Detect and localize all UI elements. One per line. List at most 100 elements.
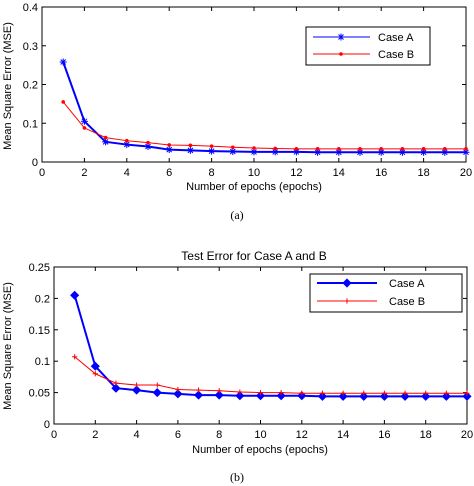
series-line-case-a-a — [62, 61, 466, 154]
point-case-b-a-9 — [231, 145, 235, 150]
y-tick-label-a-4: 0.4 — [23, 2, 38, 14]
legend-label-case-b-a: Case B — [378, 49, 414, 61]
point-case-a-b-13 — [317, 391, 328, 401]
point-case-b-a-17 — [400, 147, 405, 151]
point-case-b-b-18 — [423, 390, 429, 396]
legend-label-case-a-b: Case A — [389, 278, 425, 290]
point-case-a-b-18 — [421, 391, 431, 401]
point-case-a-b-5 — [152, 388, 162, 398]
x-tick-label-a-1: 2 — [81, 167, 87, 179]
legend-a: Case A Case B — [305, 26, 431, 66]
chart-a: 0 2 4 6 8 10 12 14 16 18 20 0 0.1 0.2 0.3 0.4 Number of… — [2, 2, 472, 222]
point-case-b-a-2 — [82, 126, 87, 130]
point-case-a-a-2 — [80, 117, 88, 125]
x-tick-label-a-4: 8 — [209, 167, 215, 179]
y-axis-label-a: Mean Square Error (MSE) — [2, 22, 14, 150]
point-case-a-b-15 — [359, 391, 369, 401]
x-tick-label-a-8: 16 — [375, 167, 387, 179]
point-case-a-a-7 — [186, 146, 194, 154]
point-case-b-a-14 — [337, 147, 341, 151]
point-case-b-a-11 — [273, 146, 278, 151]
point-case-b-b-17 — [402, 390, 408, 396]
point-case-a-a-1 — [59, 58, 67, 66]
point-case-a-b-20 — [462, 391, 472, 401]
x-tick-label-b-9: 18 — [420, 429, 432, 441]
point-case-b-b-2 — [92, 371, 98, 377]
point-case-a-a-17 — [398, 148, 406, 156]
point-case-b-a-16 — [379, 147, 384, 151]
point-case-b-b-5 — [154, 382, 160, 388]
y-tick-label-a-2: 0.2 — [23, 80, 38, 92]
legend-marker-case-b-a — [339, 52, 343, 56]
point-case-a-b-16 — [379, 391, 389, 401]
point-case-b-a-8 — [209, 144, 214, 148]
x-tick-label-b-10: 20 — [461, 429, 473, 441]
x-tick-label-b-6: 12 — [296, 429, 308, 441]
point-case-b-b-14 — [340, 390, 346, 396]
legend-marker-case-a-b — [342, 278, 352, 288]
x-tick-label-a-5: 10 — [248, 167, 260, 179]
point-case-a-b-11 — [276, 391, 286, 401]
point-case-b-a-10 — [252, 146, 256, 150]
point-case-b-b-9 — [237, 389, 243, 395]
point-case-a-b-10 — [255, 391, 266, 401]
point-case-b-b-11 — [278, 390, 284, 396]
point-case-b-a-4 — [125, 138, 129, 143]
x-tick-label-a-2: 4 — [124, 167, 130, 179]
point-case-a-b-1 — [70, 290, 80, 300]
series-line-case-b-a — [62, 101, 466, 150]
legend-marker-case-a-a — [337, 33, 345, 41]
x-tick-label-a-10: 20 — [460, 167, 472, 179]
point-case-b-a-5 — [146, 140, 150, 145]
y-tick-label-b-5: 0.25 — [29, 262, 50, 274]
legend-b: Case A Case B — [309, 273, 463, 313]
x-tick-label-a-6: 12 — [290, 167, 302, 179]
caption-a: (a) — [230, 208, 243, 222]
x-tick-label-b-8: 16 — [378, 429, 390, 441]
legend-marker-case-b-b — [344, 298, 350, 304]
y-tick-label-a-3: 0.3 — [23, 41, 38, 53]
point-case-a-a-3 — [102, 138, 110, 146]
point-case-a-a-6 — [165, 146, 173, 154]
point-case-b-b-8 — [216, 388, 222, 394]
x-tick-label-a-0: 0 — [39, 167, 45, 179]
point-case-a-b-7 — [193, 390, 204, 400]
point-case-b-a-19 — [443, 147, 447, 151]
point-case-a-b-8 — [214, 390, 224, 400]
point-case-a-a-8 — [208, 147, 216, 155]
x-tick-label-b-1: 2 — [92, 429, 98, 441]
point-case-b-a-3 — [103, 135, 108, 140]
point-case-a-b-19 — [441, 391, 451, 401]
x-tick-label-a-9: 18 — [417, 167, 429, 179]
point-case-a-b-6 — [173, 389, 183, 399]
point-case-b-a-15 — [358, 147, 362, 151]
point-case-b-b-6 — [175, 386, 181, 393]
point-case-a-b-4 — [132, 385, 142, 395]
x-tick-label-a-7: 14 — [333, 167, 345, 179]
point-case-b-b-13 — [319, 390, 326, 396]
y-tick-label-a-0: 0 — [32, 157, 38, 169]
point-case-b-a-13 — [315, 147, 320, 151]
point-case-b-a-20 — [464, 147, 468, 151]
point-case-a-b-14 — [338, 391, 348, 401]
point-case-b-b-3 — [113, 380, 119, 386]
point-case-b-a-6 — [167, 143, 171, 147]
point-case-a-b-3 — [111, 383, 121, 393]
y-tick-label-b-1: 0.05 — [29, 388, 50, 400]
point-case-b-a-18 — [421, 147, 426, 151]
chart-b: Test Error for Case A and B 0 2 4 6 8 10 12 14 1… — [2, 249, 473, 484]
x-axis-label-a: Number of epochs (epochs) — [186, 181, 322, 193]
x-tick-label-a-3: 6 — [166, 167, 172, 179]
point-case-b-b-19 — [443, 390, 449, 396]
y-tick-label-b-3: 0.15 — [29, 325, 50, 337]
point-case-b-a-1 — [61, 100, 65, 104]
point-case-b-b-12 — [299, 390, 305, 396]
legend-label-case-b-b: Case B — [389, 296, 425, 308]
point-case-a-b-17 — [400, 391, 410, 401]
point-case-a-b-9 — [235, 391, 245, 401]
x-tick-label-b-0: 0 — [51, 429, 57, 441]
point-case-a-b-2 — [90, 361, 100, 371]
y-tick-label-b-2: 0.1 — [35, 356, 50, 368]
point-case-b-b-20 — [464, 390, 470, 396]
